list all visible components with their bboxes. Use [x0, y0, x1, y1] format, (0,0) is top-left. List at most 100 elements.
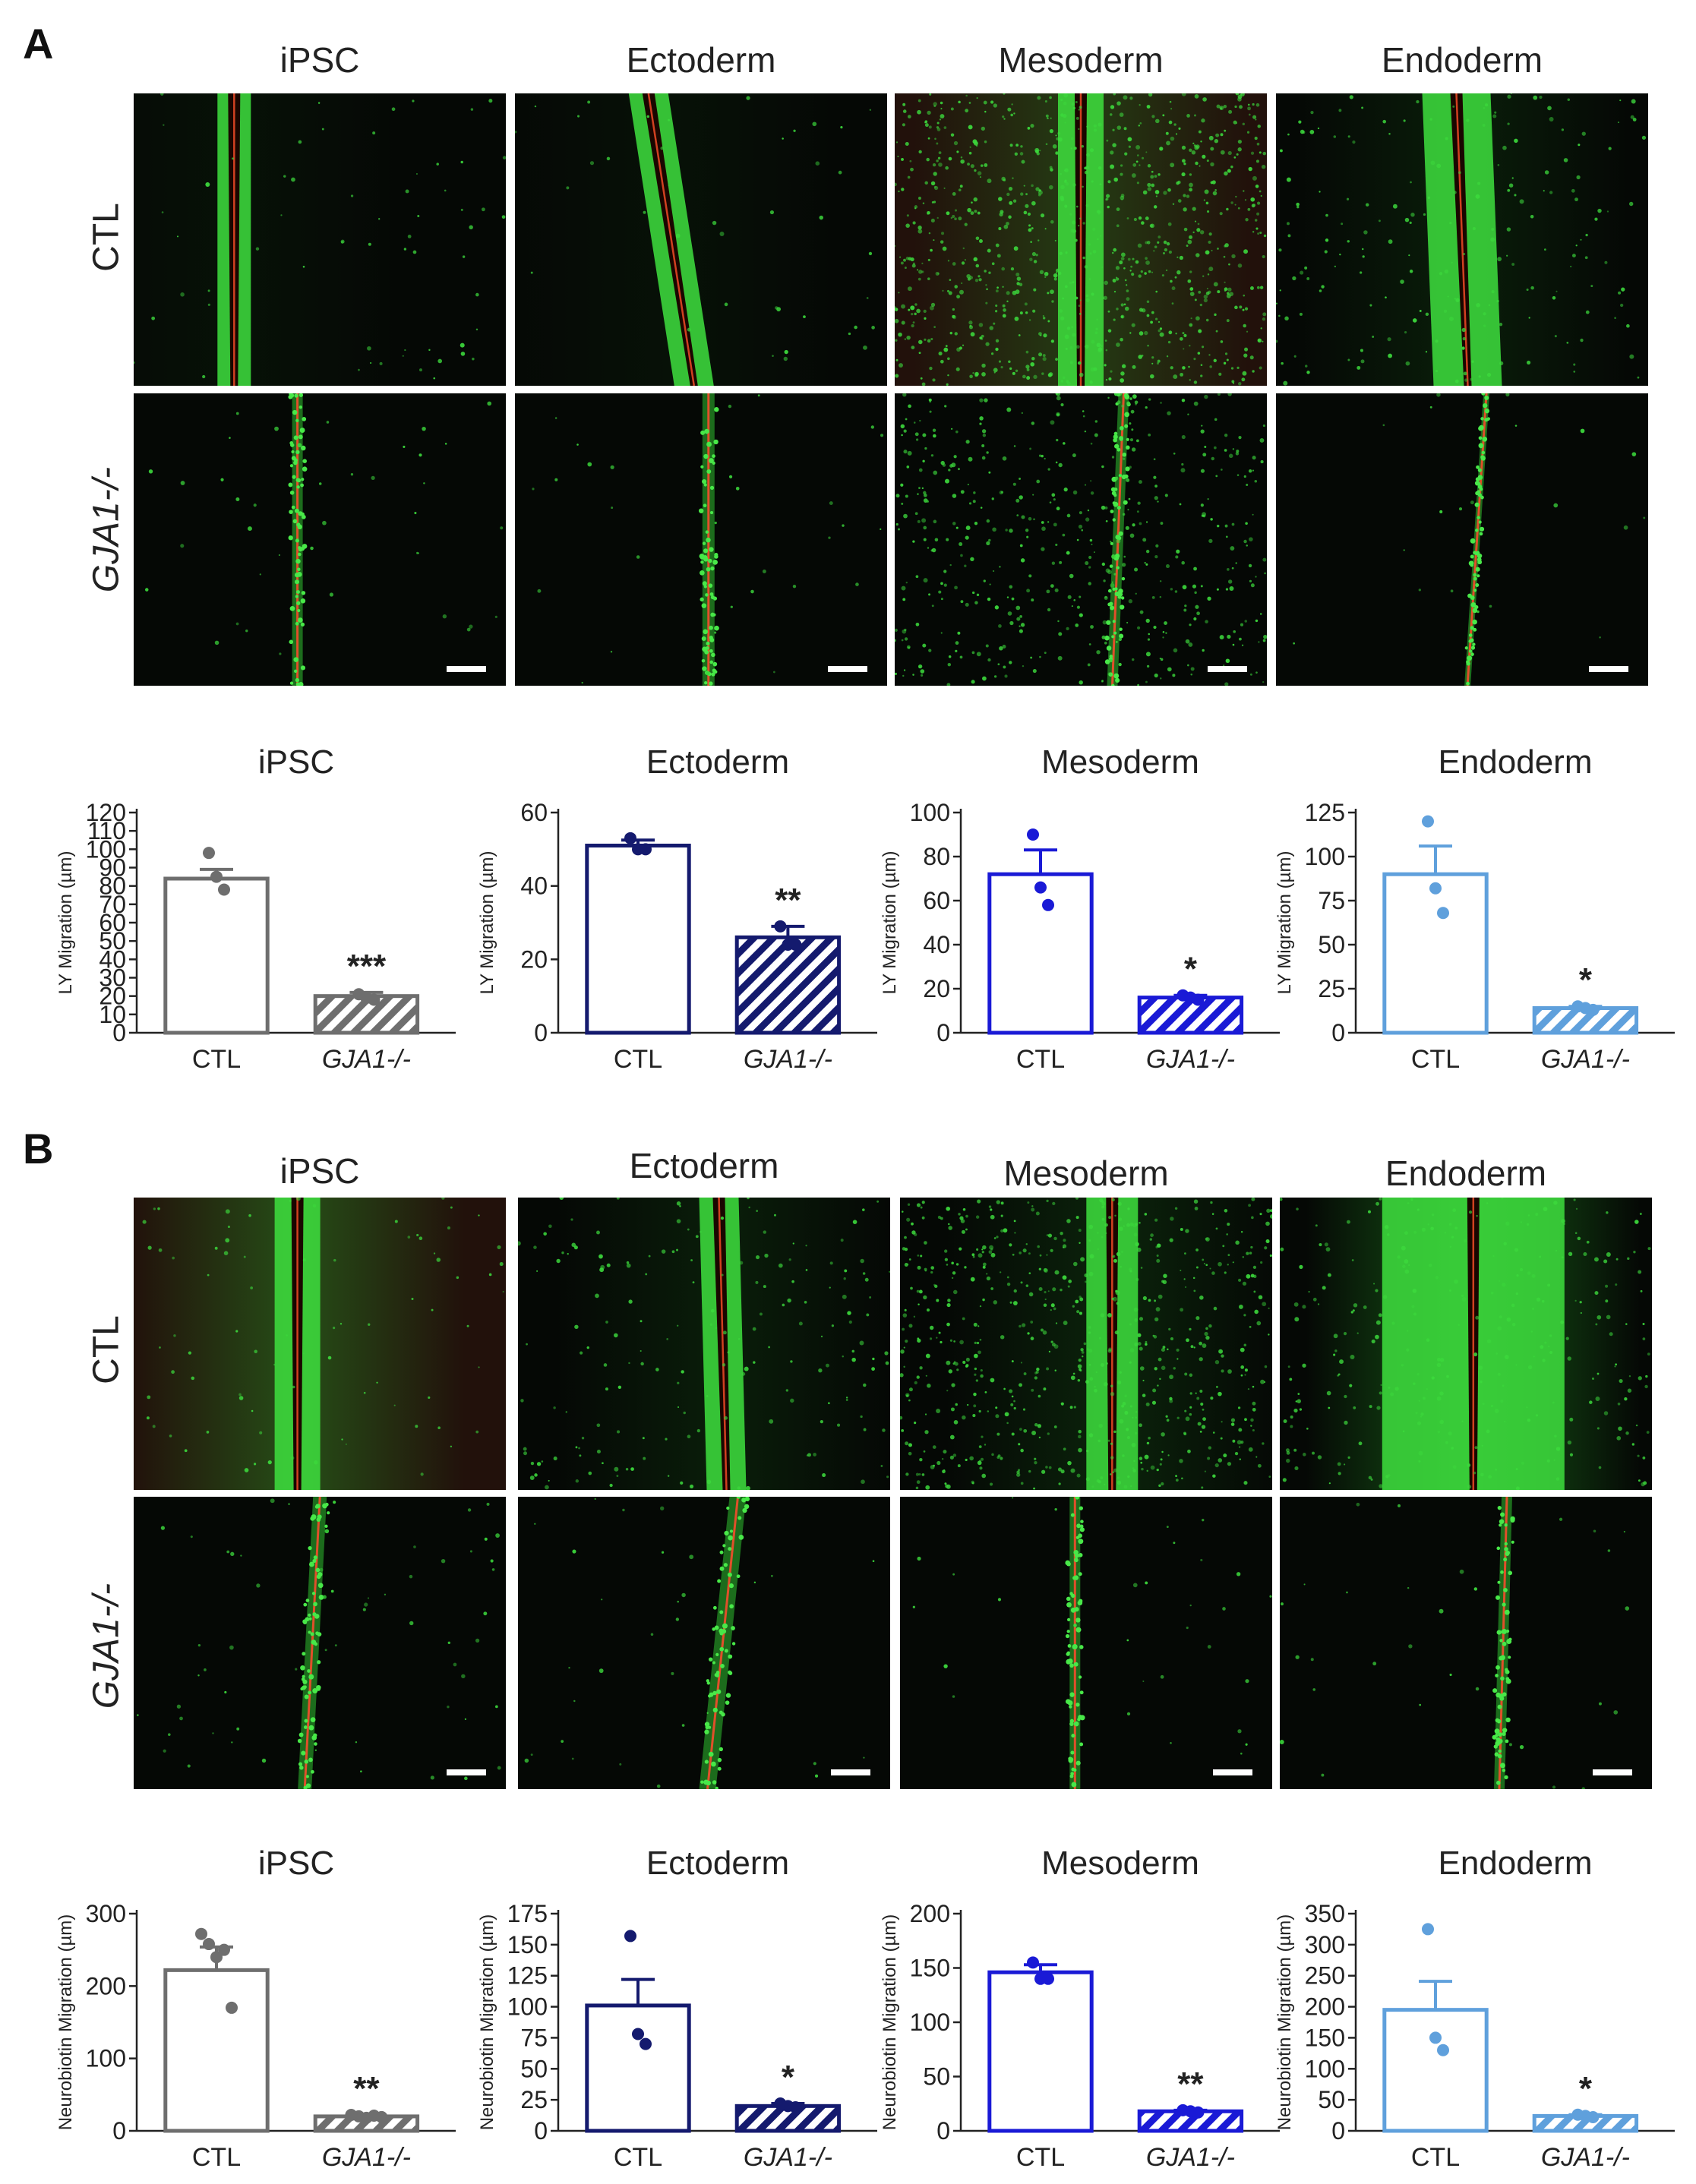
- micrograph-b-endoderm-gja1: [1280, 1497, 1652, 1789]
- panel-a-col-ipsc-title: iPSC: [280, 40, 360, 80]
- chart-title: Endoderm: [1438, 743, 1592, 781]
- bar-ctl: [585, 844, 691, 1035]
- y-tick-label: 250: [1305, 1962, 1345, 1990]
- y-tick-label: 75: [1318, 887, 1345, 914]
- y-axis-label: Neurobiotin Migration (µm): [880, 1914, 900, 2131]
- panel-letter-a: A: [23, 20, 54, 68]
- chart-title: Endoderm: [1438, 1845, 1592, 1882]
- panel-b-row-ctl-label: CTL: [86, 1315, 127, 1384]
- y-tick-label: 10: [99, 1001, 126, 1028]
- data-point: [195, 1927, 207, 1940]
- data-point: [1027, 1956, 1039, 1969]
- x-tick-label: GJA1-/-: [744, 2143, 832, 2172]
- y-tick-label: 50: [99, 927, 126, 955]
- bar-ctl: [163, 876, 270, 1035]
- data-point: [218, 1943, 230, 1956]
- micrograph-a-endoderm-ctl: [1276, 93, 1648, 386]
- x-tick-label: GJA1-/-: [1146, 2143, 1235, 2172]
- bar-ctl: [1382, 872, 1489, 1035]
- micrograph-a-endoderm-gja1: [1276, 393, 1648, 686]
- y-tick-label: 60: [923, 887, 950, 914]
- chart-title: iPSC: [258, 743, 334, 781]
- panel-b-col-ipsc-title: iPSC: [280, 1151, 360, 1191]
- y-tick-label: 50: [923, 2063, 950, 2091]
- y-tick-label: 20: [520, 945, 548, 973]
- panel-letter-b: B: [23, 1125, 54, 1172]
- y-tick-label: 100: [86, 2045, 126, 2072]
- panel-a-row-gja1-label: GJA1-/-: [86, 466, 127, 593]
- y-tick-label: 300: [1305, 1931, 1345, 1958]
- y-tick-label: 150: [910, 1955, 950, 1982]
- data-point: [640, 2037, 652, 2050]
- significance-marker: **: [775, 882, 801, 919]
- data-point: [226, 2001, 238, 2014]
- scale-bar: [1593, 1769, 1632, 1775]
- micrograph-b-mesoderm-ctl: [900, 1198, 1272, 1490]
- y-tick-label: 100: [910, 799, 950, 826]
- micrograph-a-ectoderm-gja1: [515, 393, 887, 686]
- y-tick-label: 90: [99, 854, 126, 882]
- data-point: [210, 870, 223, 883]
- y-tick-label: 25: [520, 2086, 548, 2113]
- y-tick-label: 40: [923, 931, 950, 958]
- panel-b-row-gja1-label: GJA1-/-: [86, 1583, 127, 1709]
- y-tick-label: 50: [1318, 2086, 1345, 2113]
- chart-title: Ectoderm: [646, 1845, 789, 1882]
- data-point: [1422, 1923, 1434, 1936]
- y-tick-label: 120: [86, 799, 126, 826]
- chart-title: Mesoderm: [1041, 1845, 1199, 1882]
- y-tick-label: 40: [520, 873, 548, 900]
- x-tick-label: GJA1-/-: [744, 1045, 832, 1074]
- y-tick-label: 100: [1305, 2055, 1345, 2082]
- y-tick-label: 175: [507, 1900, 548, 1927]
- bar-ctl: [1382, 2008, 1489, 2133]
- y-tick-label: 0: [1331, 2117, 1345, 2145]
- micrograph-a-ectoderm-ctl: [515, 93, 887, 386]
- y-tick-label: 110: [87, 817, 126, 844]
- data-point: [1587, 1003, 1600, 1016]
- chart-title: iPSC: [258, 1845, 334, 1882]
- micrograph-b-ectoderm-ctl: [518, 1198, 890, 1490]
- y-tick-label: 60: [520, 799, 548, 826]
- x-tick-label: CTL: [614, 2143, 662, 2172]
- x-tick-label: CTL: [1411, 2143, 1460, 2172]
- x-tick-label: GJA1-/-: [1541, 2143, 1630, 2172]
- y-tick-label: 0: [534, 2117, 548, 2145]
- micrograph-b-ipsc-gja1: [134, 1497, 506, 1789]
- chart-b-mesoderm: Mesoderm Neurobiotin Migration (µm) 0 50 100…: [880, 1845, 1280, 2172]
- bar-gja1: [1532, 1006, 1639, 1035]
- bar-ctl: [163, 1968, 270, 2133]
- y-tick-label: 0: [112, 2117, 126, 2145]
- panel-b-col-mesoderm-title: Mesoderm: [1003, 1154, 1169, 1193]
- panel-b-col-ectoderm-title: Ectoderm: [629, 1146, 779, 1185]
- bar-ctl: [987, 1970, 1094, 2133]
- y-tick-label: 300: [86, 1900, 126, 1927]
- data-point: [1042, 898, 1054, 911]
- y-tick-label: 200: [86, 1972, 126, 1999]
- panel-a-col-endoderm-title: Endoderm: [1381, 40, 1543, 80]
- y-tick-label: 60: [99, 909, 126, 936]
- y-tick-label: 0: [534, 1019, 548, 1046]
- y-tick-label: 350: [1305, 1900, 1345, 1927]
- y-tick-label: 20: [923, 975, 950, 1002]
- chart-b-endoderm: Endoderm Neurobiotin Migration (µm) 0 50 100…: [1274, 1845, 1675, 2172]
- significance-marker: ***: [347, 948, 387, 985]
- x-tick-label: GJA1-/-: [322, 1045, 411, 1074]
- scale-bar: [1208, 666, 1247, 672]
- data-point: [640, 843, 652, 856]
- data-point: [218, 883, 230, 896]
- data-point: [1034, 881, 1047, 894]
- data-point: [1027, 828, 1039, 841]
- chart-b-ipsc: iPSC Neurobiotin Migration (µm) 0 100 200 300…: [55, 1845, 456, 2172]
- micrograph-b-ipsc-ctl: [134, 1198, 506, 1490]
- data-point: [789, 939, 802, 951]
- y-tick-label: 30: [99, 964, 126, 992]
- scale-bar: [828, 666, 867, 672]
- y-tick-label: 40: [99, 945, 126, 973]
- y-axis-label: Neurobiotin Migration (µm): [1274, 1914, 1295, 2131]
- significance-marker: **: [353, 2070, 380, 2107]
- micrograph-a-mesoderm-ctl: [895, 93, 1267, 386]
- y-axis-label: LY Migration (µm): [477, 851, 497, 995]
- chart-title: Mesoderm: [1041, 743, 1199, 781]
- y-axis-label: LY Migration (µm): [880, 851, 900, 995]
